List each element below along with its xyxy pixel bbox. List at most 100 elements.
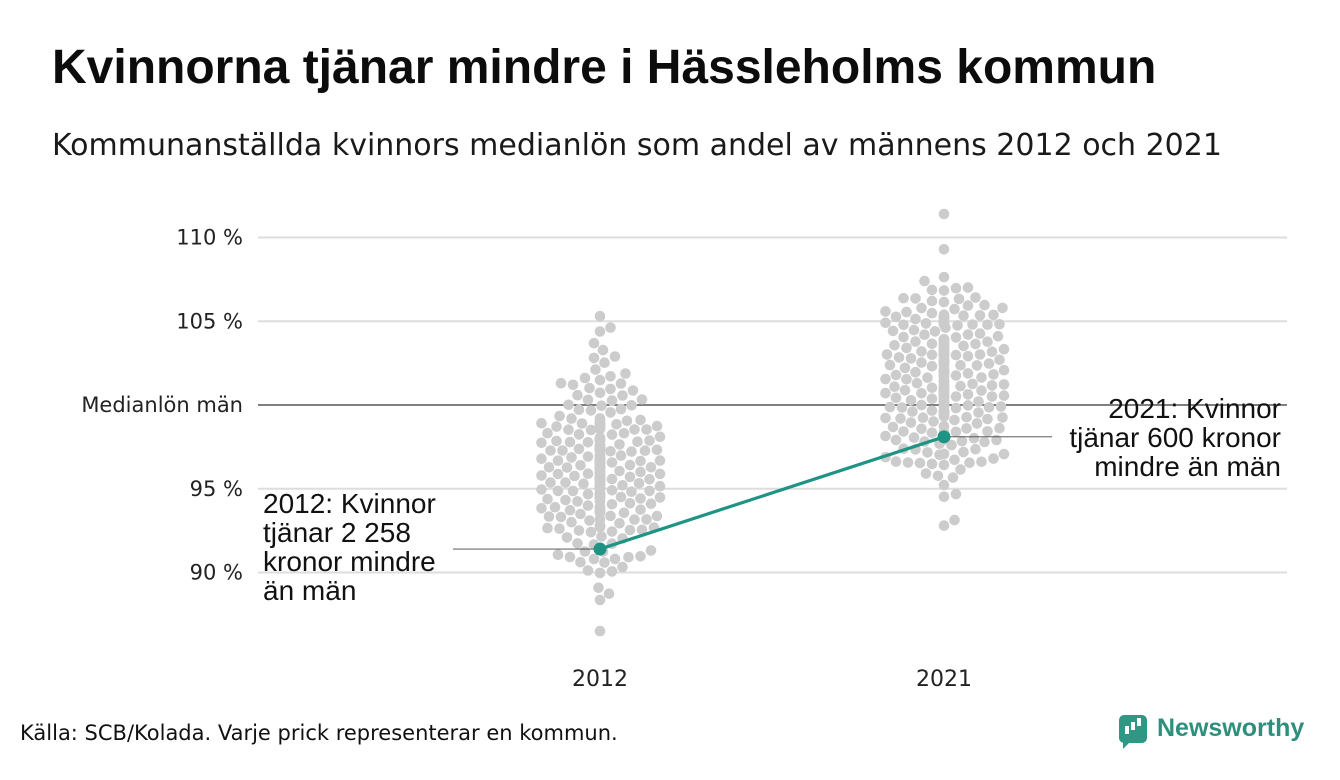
brand-logo[interactable]: Newsworthy [1119,714,1305,749]
municipality-dot [922,447,933,458]
municipality-dot [564,551,576,563]
municipality-dot [938,309,950,321]
municipality-dot [575,460,586,471]
municipality-dot [890,456,902,467]
municipality-dot [545,445,556,456]
chart-title: Kvinnorna tjänar mindre i Hässleholms ko… [52,41,1157,94]
municipality-dot [991,434,1002,446]
municipality-dot [938,479,950,491]
annotation-2021-line: tjänar 600 kronor [1069,422,1281,453]
municipality-dot [654,431,666,443]
municipality-dot [554,523,565,534]
municipality-dot [998,364,1010,376]
municipality-dot [919,275,930,287]
municipality-dot [926,295,938,307]
brand-name: Newsworthy [1157,714,1305,742]
municipality-dot [654,468,666,480]
municipality-dot [594,625,606,637]
municipality-dot [605,407,616,418]
municipality-dot [594,432,606,443]
municipality-dot [636,524,648,536]
municipality-dot [606,526,618,537]
municipality-dot [564,436,576,448]
municipality-dot [582,489,594,500]
municipality-dot [644,435,655,446]
municipality-dot [573,429,585,440]
municipality-dot [635,504,646,515]
municipality-dot [910,313,921,325]
municipality-dot [910,336,921,347]
municipality-dot [596,400,607,412]
municipality-dot [542,493,553,505]
municipality-dot [615,450,627,461]
municipality-dot [916,346,927,357]
municipality-dot [974,349,986,360]
y-tick-label: 95 % [190,477,243,501]
municipality-dot [545,477,556,488]
municipality-dot [967,378,978,390]
municipality-dot [584,382,595,394]
municipality-dot [575,556,586,568]
municipality-dot [997,302,1008,314]
municipality-dot [887,325,899,337]
municipality-dot [962,389,974,400]
municipality-dot [536,470,547,481]
municipality-dot [605,371,616,382]
municipality-dot [880,306,891,317]
municipality-dot [961,423,972,434]
municipality-dot [910,366,921,378]
municipality-dot [997,412,1008,423]
municipality-dot [644,485,655,497]
municipality-dot [552,468,564,480]
municipality-dot [551,435,562,447]
municipality-dot [884,401,896,413]
municipality-dot [617,390,628,401]
municipality-dot [973,396,984,407]
municipality-dot [609,553,621,565]
municipality-dot [615,403,627,415]
municipality-dot [998,448,1010,460]
municipality-dot [636,394,648,405]
municipality-dot [946,439,957,451]
municipality-dot [938,448,950,460]
municipality-dot [998,343,1010,355]
municipality-dot [922,372,933,384]
municipality-dot [926,307,938,319]
municipality-dot [594,310,606,322]
municipality-dot [605,383,616,395]
municipality-dot [956,435,968,447]
municipality-dot [928,416,939,427]
municipality-dot [962,350,974,362]
municipality-dot [938,520,950,531]
municipality-dot [896,402,908,413]
municipality-dot [635,551,646,562]
municipality-dot [926,393,938,405]
municipality-dot [651,444,663,456]
municipality-dot [938,491,950,503]
municipality-dot [938,333,950,345]
highlight-point [937,430,951,444]
municipality-dot [901,306,912,318]
highlight-series [593,430,951,556]
municipality-dot [596,531,607,542]
municipality-dot [926,427,938,439]
municipality-dot [555,377,567,389]
municipality-dot [561,532,573,543]
municipality-dot [555,511,567,523]
municipality-dot [938,208,950,220]
municipality-dot [976,372,987,383]
y-tick-label: 110 % [176,226,243,250]
municipality-dot [588,352,600,364]
municipality-dot [880,387,891,399]
municipality-dot [974,310,986,321]
municipality-dot [627,385,639,396]
municipality-dot [973,407,984,418]
municipality-dot [597,344,609,356]
municipality-dot [932,470,944,482]
municipality-dot [542,427,553,439]
y-tick-label: 105 % [176,309,243,333]
municipality-dot [916,357,927,368]
municipality-dot [606,485,618,496]
municipality-dot [938,271,950,283]
municipality-dot [995,401,1007,412]
